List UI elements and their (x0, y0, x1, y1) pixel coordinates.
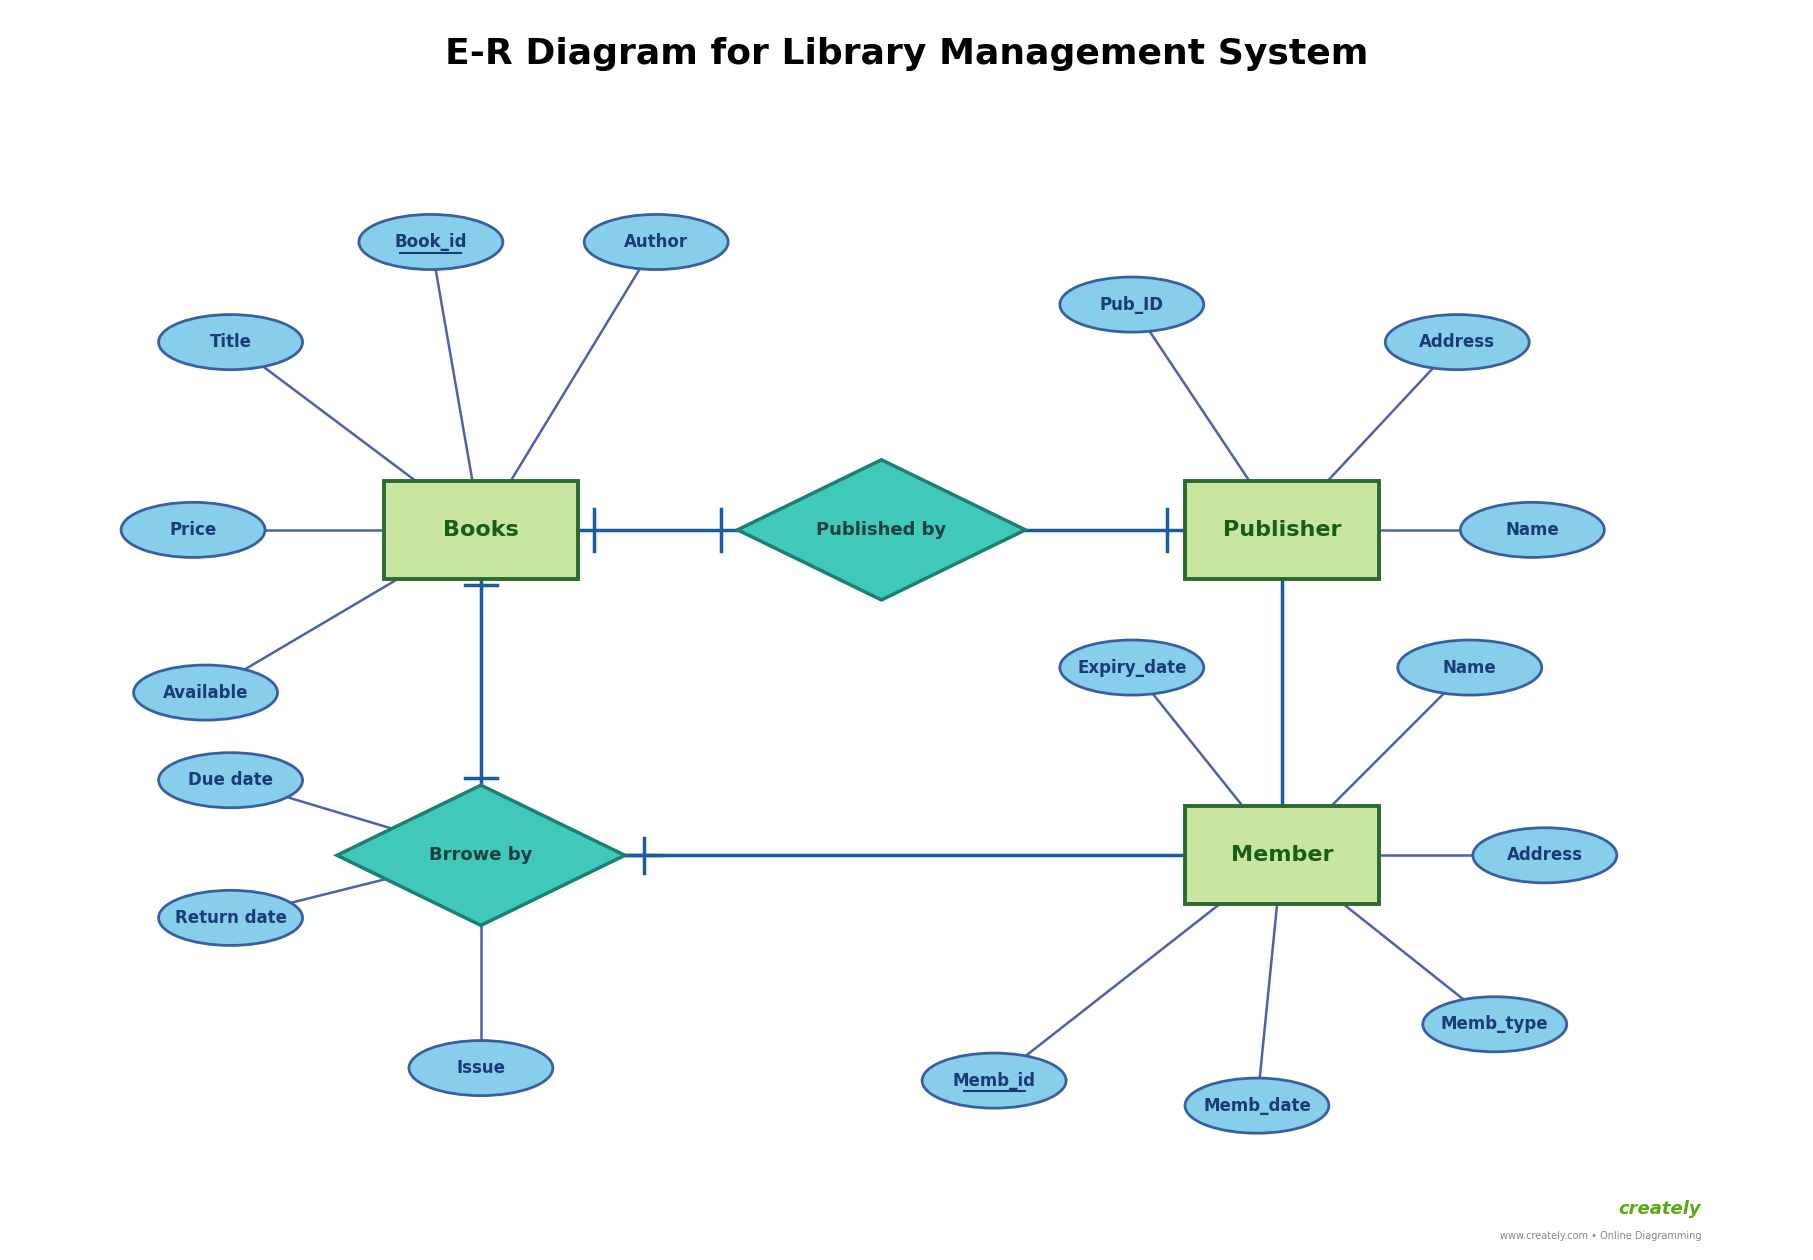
Text: Book_id: Book_id (395, 233, 468, 251)
Text: Published by: Published by (816, 520, 946, 539)
Text: Member: Member (1231, 845, 1333, 866)
Text: Memb_date: Memb_date (1204, 1096, 1311, 1115)
FancyBboxPatch shape (1186, 806, 1380, 905)
Ellipse shape (359, 214, 502, 270)
Text: Author: Author (624, 233, 689, 251)
Ellipse shape (158, 752, 303, 808)
Text: Pub_ID: Pub_ID (1100, 296, 1164, 314)
Text: www.creately.com • Online Diagramming: www.creately.com • Online Diagramming (1499, 1231, 1701, 1241)
Text: Title: Title (210, 333, 252, 352)
Text: Return date: Return date (174, 908, 286, 927)
Text: Due date: Due date (189, 771, 274, 789)
FancyBboxPatch shape (384, 481, 578, 578)
Ellipse shape (1061, 277, 1204, 333)
Text: creately: creately (1619, 1201, 1701, 1218)
Text: Name: Name (1443, 659, 1496, 677)
Text: Publisher: Publisher (1222, 520, 1342, 539)
Ellipse shape (1459, 503, 1605, 557)
Polygon shape (738, 460, 1026, 600)
FancyBboxPatch shape (1186, 481, 1380, 578)
Ellipse shape (1472, 828, 1617, 883)
Ellipse shape (410, 1041, 553, 1096)
Text: Brrowe by: Brrowe by (430, 847, 533, 864)
Text: Address: Address (1420, 333, 1496, 352)
Ellipse shape (1385, 315, 1528, 369)
Text: Address: Address (1507, 847, 1583, 864)
Text: Name: Name (1505, 520, 1559, 539)
Text: Memb_id: Memb_id (952, 1071, 1035, 1090)
Text: Issue: Issue (457, 1060, 506, 1077)
Ellipse shape (158, 315, 303, 369)
Ellipse shape (1423, 997, 1566, 1052)
Ellipse shape (1398, 640, 1541, 696)
Ellipse shape (158, 891, 303, 945)
Ellipse shape (923, 1053, 1066, 1108)
Ellipse shape (1186, 1079, 1329, 1133)
Text: Expiry_date: Expiry_date (1077, 659, 1186, 677)
Text: Price: Price (169, 520, 218, 539)
Text: Memb_type: Memb_type (1441, 1016, 1548, 1033)
Text: E-R Diagram for Library Management System: E-R Diagram for Library Management Syste… (444, 38, 1369, 72)
Polygon shape (337, 785, 625, 925)
Ellipse shape (1061, 640, 1204, 696)
Ellipse shape (584, 214, 729, 270)
Text: Available: Available (163, 684, 248, 702)
Text: Books: Books (442, 520, 519, 539)
Ellipse shape (121, 503, 265, 557)
Ellipse shape (134, 665, 277, 721)
